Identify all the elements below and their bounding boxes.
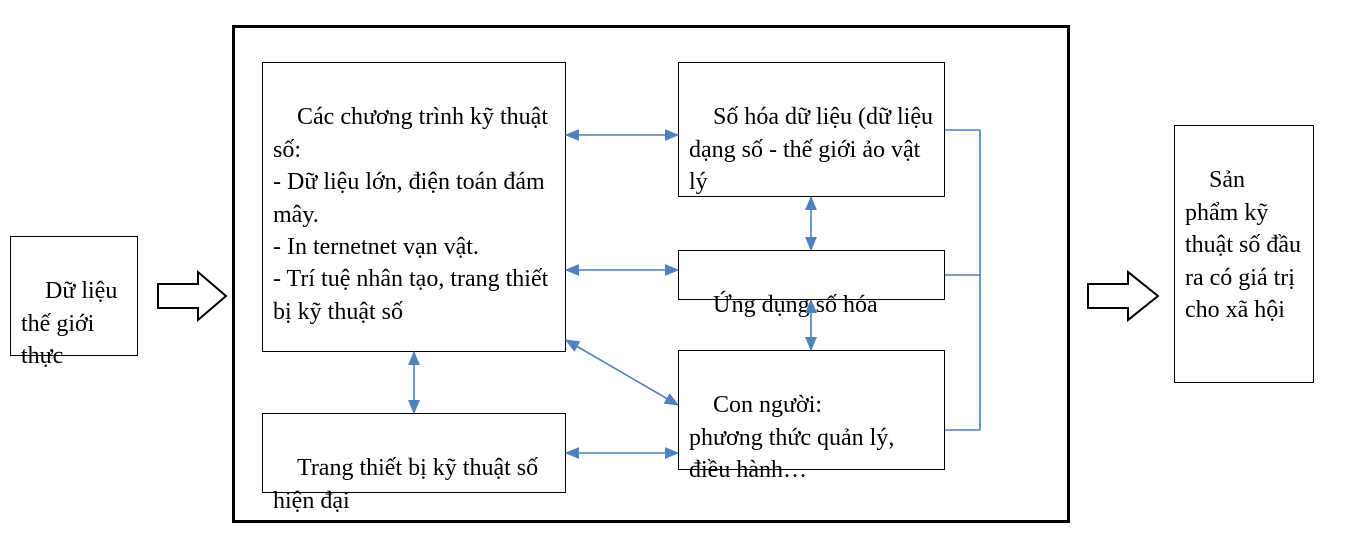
big-arrow-output xyxy=(1088,272,1158,320)
node-digitize-label: Số hóa dữ liệu (dữ liệu dạng số - thế gi… xyxy=(689,104,939,195)
node-input-label: Dữ liệu thế giới thực xyxy=(21,278,123,369)
node-people-label: Con người: phương thức quản lý, điều hàn… xyxy=(689,392,900,483)
node-equipment: Trang thiết bị kỹ thuật số hiện đại xyxy=(262,413,566,493)
node-people: Con người: phương thức quản lý, điều hàn… xyxy=(678,350,945,470)
big-arrow-input xyxy=(158,272,226,320)
node-digitize: Số hóa dữ liệu (dữ liệu dạng số - thế gi… xyxy=(678,62,945,197)
node-apply-label: Ứng dụng số hóa xyxy=(713,292,878,318)
node-programs: Các chương trình kỹ thuật số: - Dữ liệu … xyxy=(262,62,566,352)
node-output-label: Sản phẩm kỹ thuật số đầu ra có giá trị c… xyxy=(1185,167,1307,323)
diagram-canvas: Dữ liệu thế giới thực Các chương trình k… xyxy=(0,0,1353,527)
node-input: Dữ liệu thế giới thực xyxy=(10,236,138,356)
node-apply: Ứng dụng số hóa xyxy=(678,250,945,300)
node-programs-label: Các chương trình kỹ thuật số: - Dữ liệu … xyxy=(273,104,554,324)
node-output: Sản phẩm kỹ thuật số đầu ra có giá trị c… xyxy=(1174,125,1314,383)
